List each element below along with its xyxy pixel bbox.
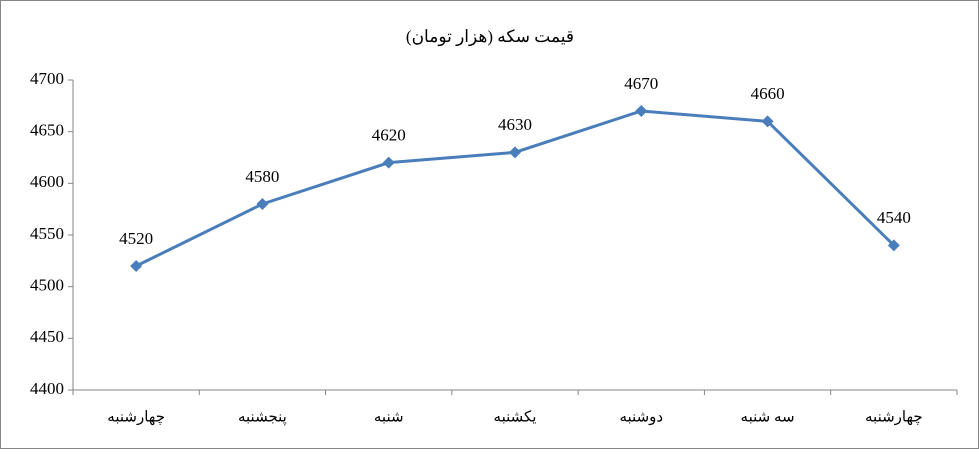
x-tick-label: چهارشنبه (865, 409, 923, 425)
x-tick-label: شنبه (374, 409, 404, 425)
y-tick-label: 4600 (30, 172, 64, 191)
x-tick-label: چهارشنبه (107, 409, 165, 425)
data-label: 4540 (877, 208, 911, 227)
data-label: 4630 (498, 115, 532, 134)
y-tick-label: 4400 (30, 379, 64, 398)
marker (256, 198, 269, 210)
marker (509, 146, 521, 159)
x-tick-label: یکشنبه (494, 409, 537, 425)
marker (130, 260, 143, 272)
y-tick-label: 4450 (30, 327, 64, 346)
y-tick-label: 4550 (30, 224, 64, 243)
data-label: 4580 (245, 167, 279, 186)
marker (635, 105, 648, 117)
x-tick-label: سه شنبه (741, 409, 795, 425)
data-label: 4670 (624, 74, 658, 93)
y-tick-label: 4500 (30, 276, 64, 295)
y-tick-label: 4650 (30, 121, 64, 140)
x-tick-label: دوشنبه (619, 409, 663, 425)
marker (761, 115, 774, 128)
data-label: 4520 (119, 229, 153, 248)
marker (382, 156, 395, 169)
data-label: 4620 (372, 126, 406, 145)
data-label: 4660 (751, 84, 785, 103)
marker (887, 239, 900, 252)
chart-title: قیمت سکه (هزار تومان) (406, 27, 574, 47)
x-tick-label: پنجشنبه (238, 409, 287, 425)
y-tick-label: 4700 (30, 69, 64, 88)
